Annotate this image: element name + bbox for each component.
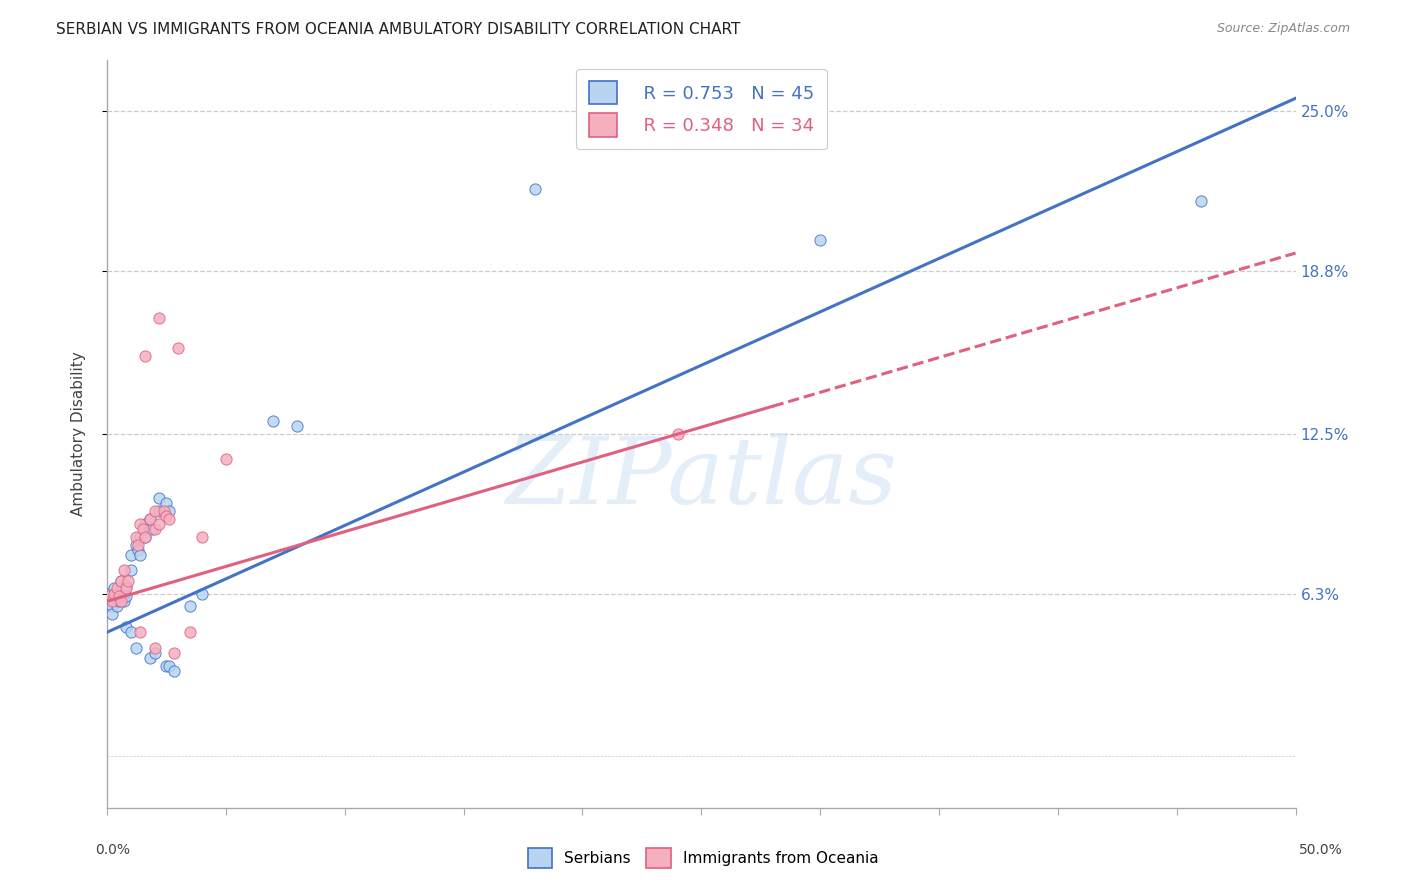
Legend: Serbians, Immigrants from Oceania: Serbians, Immigrants from Oceania	[520, 840, 886, 875]
Point	[103, 582, 125, 596]
Point	[110, 574, 132, 588]
Point	[139, 651, 162, 665]
Point	[139, 512, 162, 526]
Point	[98, 586, 121, 600]
Point	[120, 625, 142, 640]
Point	[148, 516, 170, 531]
Point	[1189, 194, 1212, 209]
Point	[141, 522, 163, 536]
Point	[148, 491, 170, 505]
Point	[129, 625, 152, 640]
Point	[124, 640, 146, 655]
Point	[666, 426, 689, 441]
Text: 50.0%: 50.0%	[1299, 843, 1343, 857]
Point	[103, 586, 125, 600]
Point	[103, 594, 125, 608]
Point	[155, 496, 177, 510]
Point	[110, 594, 132, 608]
Point	[105, 599, 128, 614]
Point	[108, 586, 131, 600]
Point	[153, 504, 176, 518]
Point	[101, 594, 124, 608]
Point	[162, 646, 184, 660]
Point	[115, 579, 138, 593]
Point	[285, 418, 308, 433]
Point	[808, 233, 831, 247]
Point	[124, 537, 146, 551]
Text: Source: ZipAtlas.com: Source: ZipAtlas.com	[1216, 22, 1350, 36]
Text: ZIPatlas: ZIPatlas	[505, 434, 897, 524]
Point	[127, 542, 149, 557]
Text: SERBIAN VS IMMIGRANTS FROM OCEANIA AMBULATORY DISABILITY CORRELATION CHART: SERBIAN VS IMMIGRANTS FROM OCEANIA AMBUL…	[56, 22, 741, 37]
Legend:   R = 0.753   N = 45,   R = 0.348   N = 34: R = 0.753 N = 45, R = 0.348 N = 34	[576, 69, 827, 149]
Point	[143, 646, 166, 660]
Point	[110, 582, 132, 596]
Point	[112, 594, 135, 608]
Point	[134, 530, 156, 544]
Point	[139, 512, 162, 526]
Point	[155, 658, 177, 673]
Y-axis label: Ambulatory Disability: Ambulatory Disability	[72, 351, 86, 516]
Point	[101, 607, 124, 622]
Point	[134, 349, 156, 363]
Point	[157, 658, 180, 673]
Point	[157, 512, 180, 526]
Point	[112, 586, 135, 600]
Point	[129, 516, 152, 531]
Point	[105, 589, 128, 603]
Point	[129, 530, 152, 544]
Point	[115, 582, 138, 596]
Point	[167, 342, 190, 356]
Point	[98, 589, 121, 603]
Point	[179, 625, 201, 640]
Point	[143, 640, 166, 655]
Point	[108, 594, 131, 608]
Point	[101, 599, 124, 614]
Point	[148, 504, 170, 518]
Point	[127, 537, 149, 551]
Point	[120, 563, 142, 577]
Point	[523, 181, 546, 195]
Point	[179, 599, 201, 614]
Point	[143, 504, 166, 518]
Point	[162, 664, 184, 678]
Point	[115, 620, 138, 634]
Point	[148, 310, 170, 325]
Point	[120, 548, 142, 562]
Point	[262, 414, 284, 428]
Point	[157, 504, 180, 518]
Point	[155, 509, 177, 524]
Point	[215, 452, 238, 467]
Point	[108, 589, 131, 603]
Point	[115, 589, 138, 603]
Point	[191, 586, 214, 600]
Point	[132, 522, 155, 536]
Point	[134, 516, 156, 531]
Point	[124, 530, 146, 544]
Point	[105, 582, 128, 596]
Point	[129, 548, 152, 562]
Point	[134, 530, 156, 544]
Point	[110, 574, 132, 588]
Point	[143, 522, 166, 536]
Point	[112, 563, 135, 577]
Point	[191, 530, 214, 544]
Text: 0.0%: 0.0%	[96, 843, 131, 857]
Point	[117, 574, 139, 588]
